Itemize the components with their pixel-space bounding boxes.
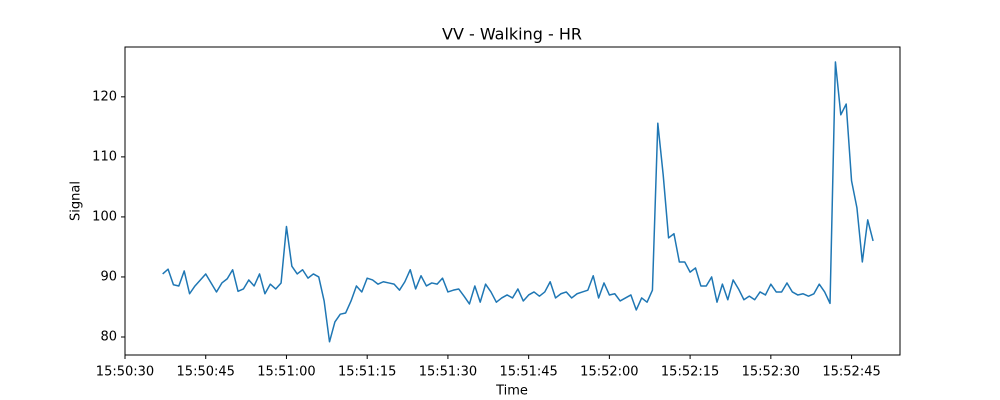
y-tick-label: 100 <box>92 209 117 224</box>
x-tick-label: 15:50:45 <box>177 365 235 380</box>
y-tick-label: 120 <box>92 89 117 104</box>
x-tick-label: 15:51:45 <box>499 365 557 380</box>
y-axis-label: Signal <box>69 181 84 221</box>
y-tick-label: 80 <box>100 329 117 344</box>
x-axis-label: Time <box>495 384 528 399</box>
x-tick-label: 15:52:00 <box>580 365 638 380</box>
x-tick-label: 15:51:00 <box>257 365 315 380</box>
y-tick-label: 110 <box>92 149 117 164</box>
x-tick-label: 15:52:15 <box>661 365 719 380</box>
x-tick-label: 15:51:15 <box>338 365 396 380</box>
y-tick-label: 90 <box>100 269 117 284</box>
chart-title: VV - Walking - HR <box>442 25 582 44</box>
plot-frame <box>124 46 901 356</box>
x-tick-label: 15:52:45 <box>822 365 880 380</box>
data-line <box>162 61 874 343</box>
x-tick-label: 15:52:30 <box>742 365 800 380</box>
x-tick-label: 15:51:30 <box>419 365 477 380</box>
x-tick-label: 15:50:30 <box>96 365 154 380</box>
